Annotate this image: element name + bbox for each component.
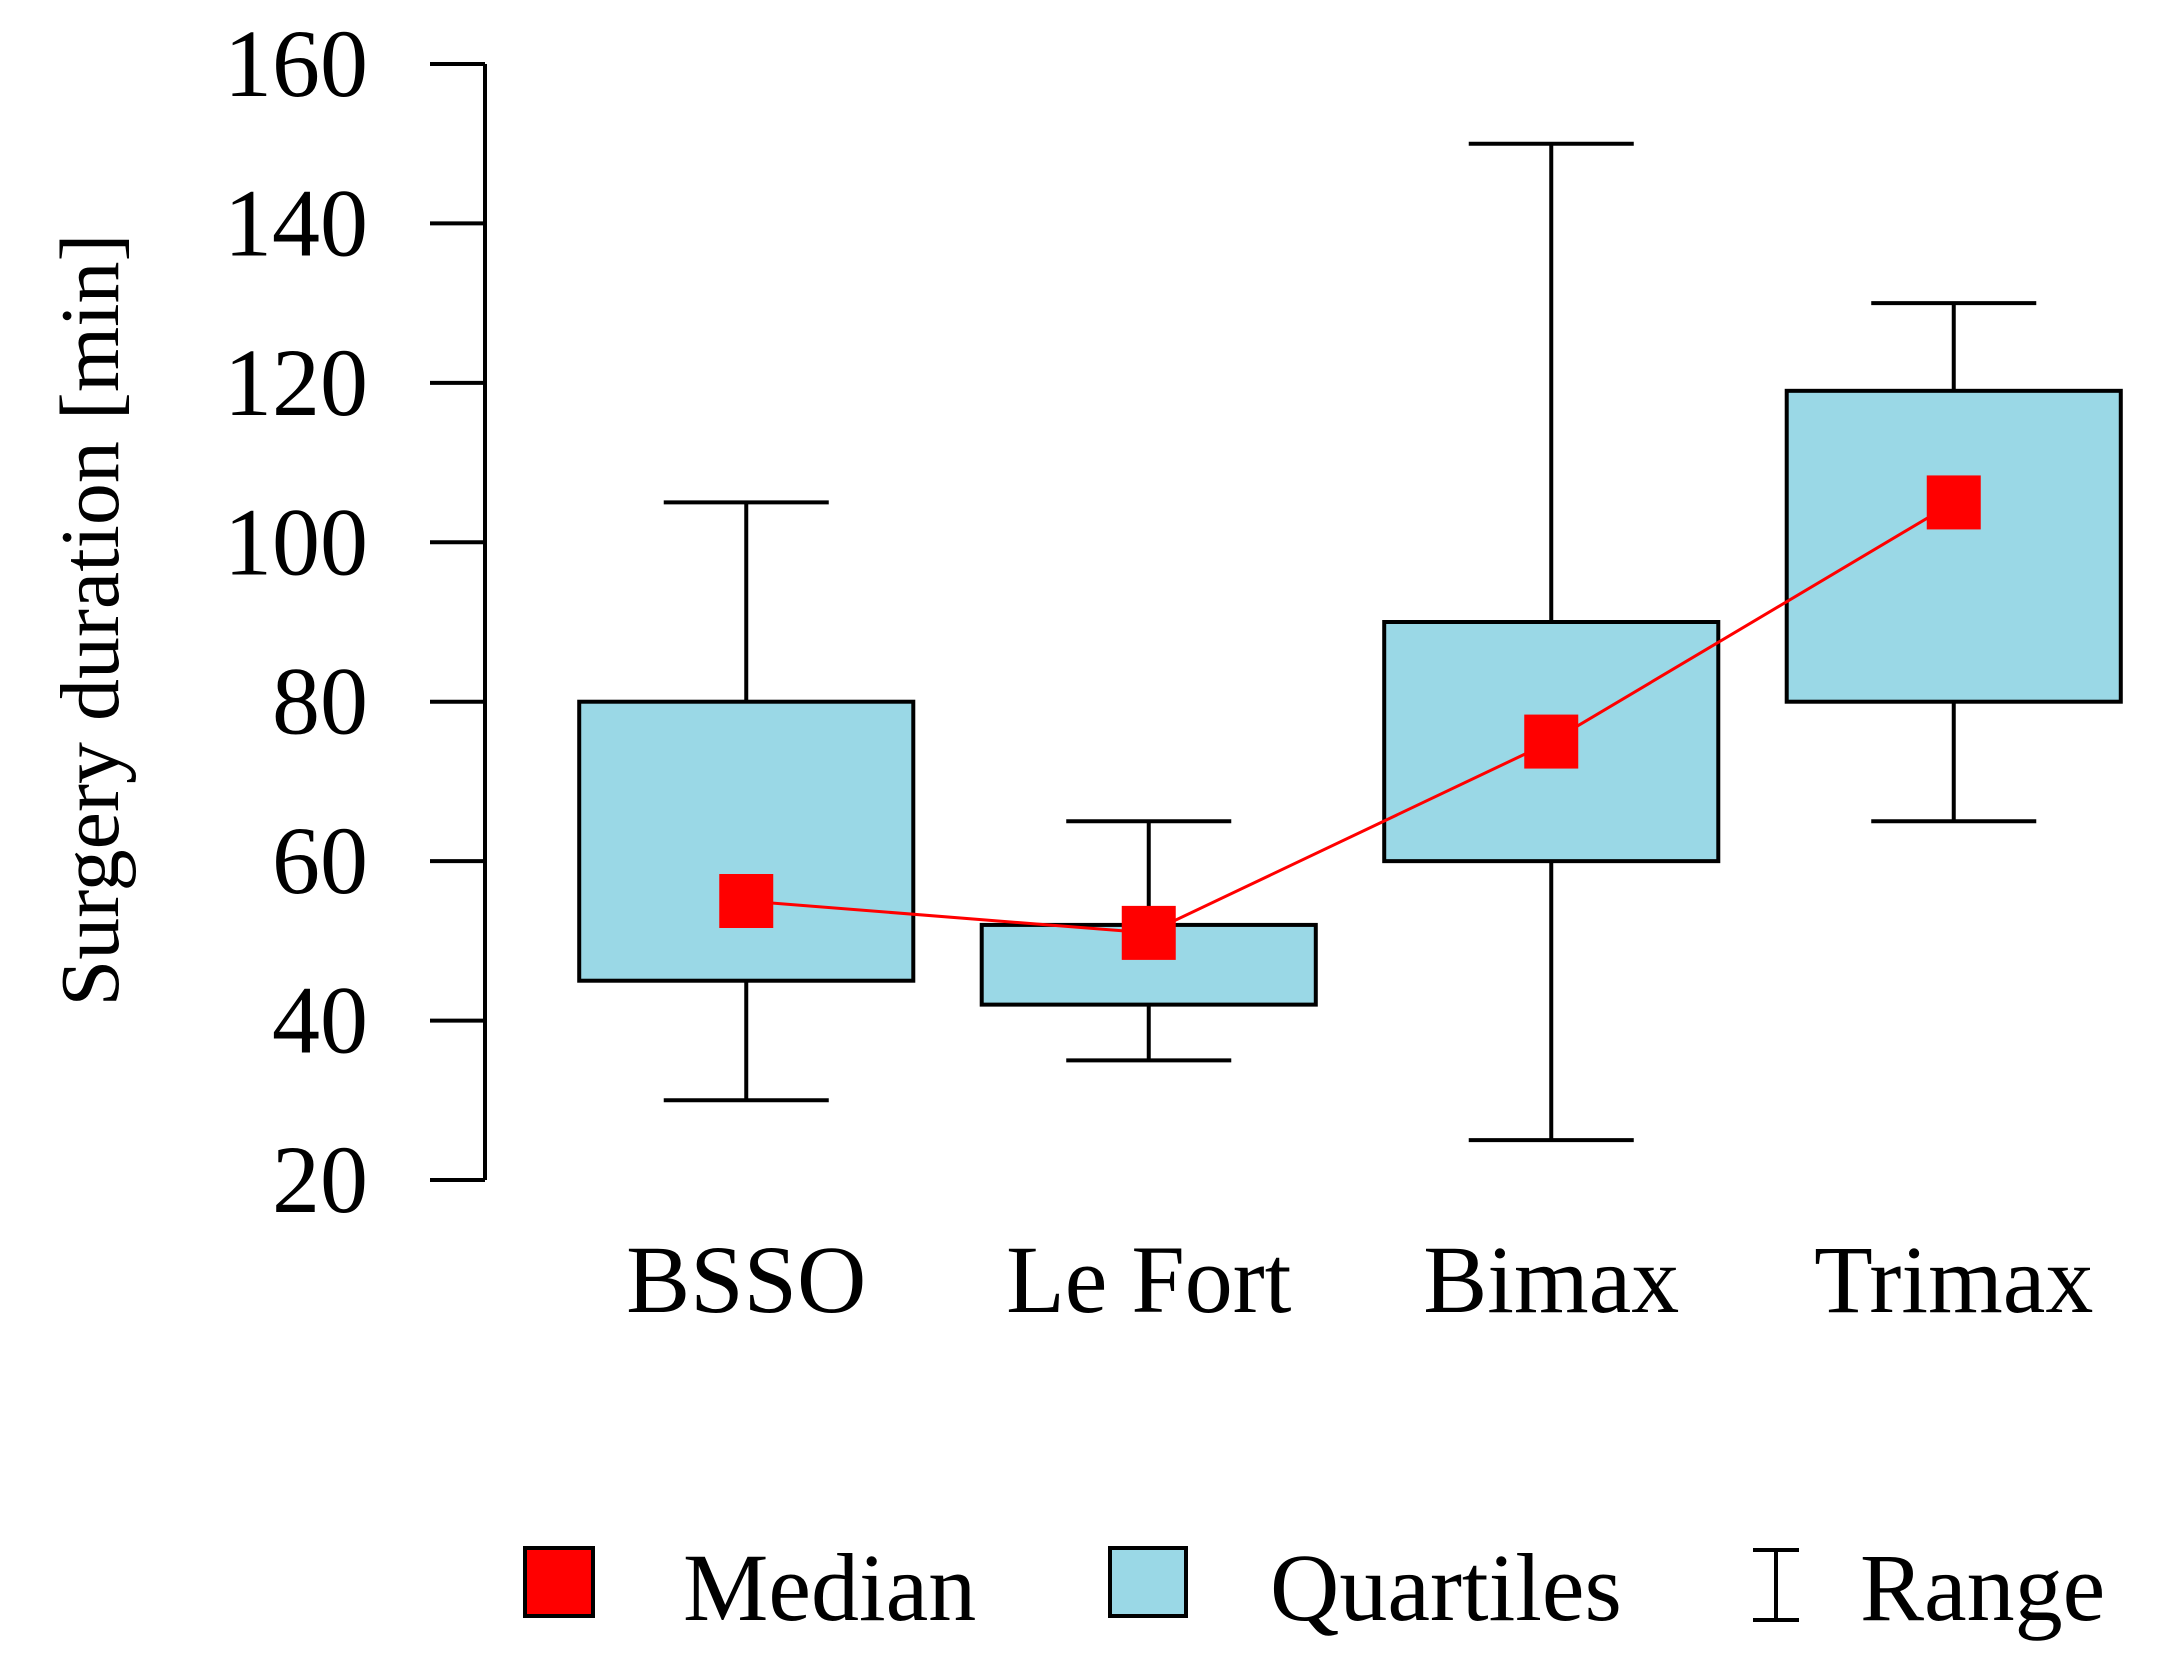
category-label: Trimax (1814, 1226, 2093, 1333)
y-tick-label: 140 (224, 169, 368, 276)
y-tick-label: 80 (272, 648, 368, 755)
median-marker (1926, 475, 1981, 530)
y-tick-label: 160 (224, 10, 368, 117)
boxes-group (577, 388, 2123, 1007)
y-tick-label: 20 (272, 1126, 368, 1233)
legend-quartiles-swatch (1108, 1546, 1188, 1618)
y-tick-label: 60 (272, 807, 368, 914)
quartile-box (1784, 388, 2123, 704)
legend: Median Quartiles Range (523, 1534, 2105, 1641)
legend-quartiles-label: Quartiles (1270, 1534, 1622, 1641)
category-labels: BSSO Le Fort Bimax Trimax (626, 1226, 2093, 1333)
medians-group (719, 475, 1981, 960)
y-tick-label: 40 (272, 967, 368, 1074)
median-marker (719, 874, 774, 928)
legend-range-label: Range (1860, 1534, 2105, 1641)
category-label: BSSO (626, 1226, 866, 1333)
median-marker (1121, 905, 1176, 960)
legend-median-label: Median (683, 1534, 976, 1641)
legend-range-icon (1753, 1548, 1799, 1622)
median-marker (1524, 714, 1579, 769)
y-axis-ticks: 20 40 60 80 100 120 140 160 (224, 10, 485, 1233)
y-tick-label: 120 (224, 329, 368, 436)
y-axis-title: Surgery duration [min] (44, 234, 137, 1007)
category-label: Le Fort (1006, 1226, 1292, 1333)
y-tick-label: 100 (224, 488, 368, 595)
legend-median-swatch (523, 1546, 595, 1618)
category-label: Bimax (1423, 1226, 1679, 1333)
median-connector-line (746, 501, 1955, 935)
quartile-box (577, 699, 916, 983)
